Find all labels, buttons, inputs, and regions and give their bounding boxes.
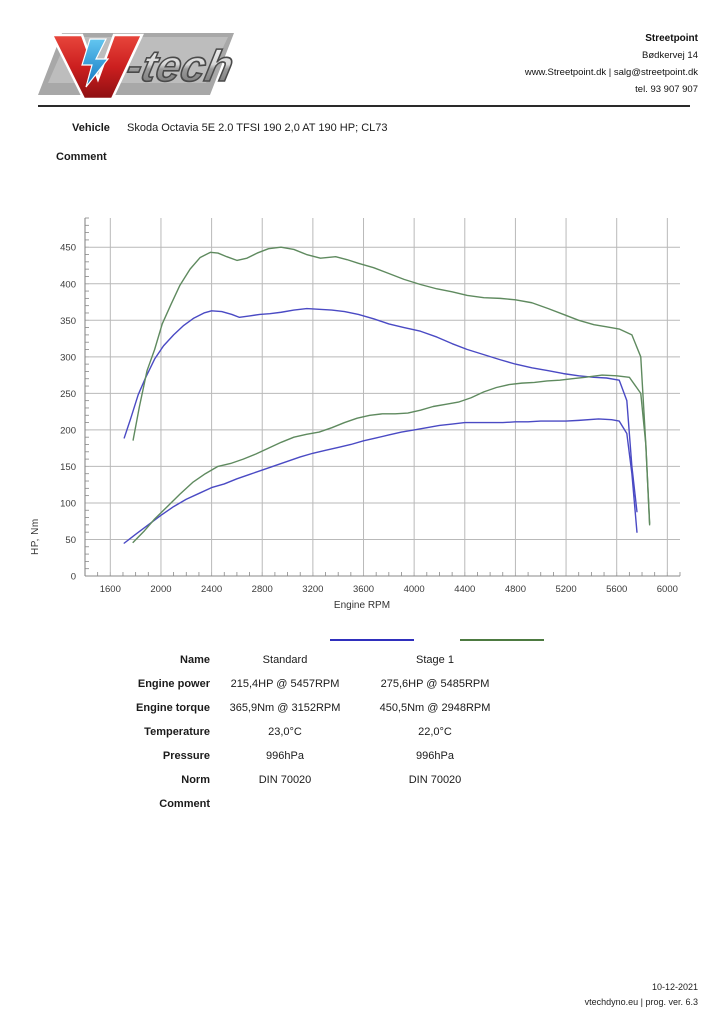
row-label: Comment <box>159 798 210 810</box>
company-contact-block: Streetpoint Bødkervej 14 www.Streetpoint… <box>525 30 698 98</box>
x-tick-label: 1600 <box>100 584 121 595</box>
cell-standard: DIN 70020 <box>258 774 312 786</box>
cell-standard: 365,9Nm @ 3152RPM <box>229 702 341 714</box>
y-tick-label: 400 <box>60 279 76 290</box>
y-tick-label: 0 <box>71 572 76 583</box>
x-tick-label: 3600 <box>353 584 374 595</box>
series-standard-power <box>123 418 638 544</box>
x-axis-label: Engine RPM <box>333 600 391 611</box>
cell-spacer <box>510 768 724 792</box>
x-tick-label: 4800 <box>505 584 526 595</box>
y-tick-label: 50 <box>65 535 76 546</box>
y-tick-label: 450 <box>60 243 76 254</box>
series-stage-1-power <box>132 374 651 544</box>
page-footer: 10-12-2021 vtechdyno.eu | prog. ver. 6.3 <box>585 980 698 1010</box>
results-table: Name Standard Stage 1 Engine power 215,4HP @… <box>0 648 724 816</box>
cell-spacer <box>510 672 724 696</box>
company-address: Bødkervej 14 <box>642 50 698 61</box>
x-tick-label: 2000 <box>150 584 171 595</box>
x-tick-label: 4400 <box>454 584 475 595</box>
vtech-logo: -tech <box>38 27 234 103</box>
cell-standard: 215,4HP @ 5457RPM <box>230 678 340 690</box>
table-row: Engine power 215,4HP @ 5457RPM 275,6HP @ 5… <box>0 672 724 696</box>
row-label: Temperature <box>144 726 210 738</box>
cell-spacer <box>510 648 724 672</box>
x-tick-label: 5200 <box>555 584 576 595</box>
footer-date: 10-12-2021 <box>651 982 698 992</box>
cell-spacer <box>510 720 724 744</box>
y-tick-label: 350 <box>60 316 76 327</box>
cell-standard: Standard <box>262 654 308 666</box>
y-tick-label: 150 <box>60 462 76 473</box>
chart-legend <box>0 636 724 652</box>
vehicle-row: Vehicle Skoda Octavia 5E 2.0 TFSI 190 2,… <box>0 122 724 138</box>
legend-swatch-stage-1 <box>460 639 544 641</box>
cell-standard: 996hPa <box>266 750 304 762</box>
table-row: Norm DIN 70020 DIN 70020 <box>0 768 724 792</box>
cell-standard <box>210 792 360 816</box>
y-tick-label: 200 <box>60 425 76 436</box>
row-label: Name <box>180 654 210 666</box>
table-row: Comment <box>0 792 724 816</box>
table-row: Pressure 996hPa 996hPa <box>0 744 724 768</box>
cell-stage1: 22,0°C <box>418 726 452 738</box>
x-tick-label: 2800 <box>252 584 273 595</box>
cell-stage1: 275,6HP @ 5485RPM <box>380 678 490 690</box>
company-phone: tel. 93 907 907 <box>635 84 698 95</box>
vehicle-value: Skoda Octavia 5E 2.0 TFSI 190 2,0 AT 190… <box>127 122 388 134</box>
series-standard-torque <box>123 307 638 513</box>
svg-text:-tech: -tech <box>122 42 234 90</box>
header-divider <box>38 105 690 107</box>
y-tick-label: 100 <box>60 498 76 509</box>
company-web-mail: www.Streetpoint.dk | salg@streetpoint.dk <box>524 67 698 78</box>
x-tick-label: 6000 <box>657 584 678 595</box>
cell-stage1 <box>360 792 510 816</box>
x-tick-label: 2400 <box>201 584 222 595</box>
row-label: Pressure <box>162 750 210 762</box>
dyno-chart: HP, Nm 1600 2000 2400 2800 3200 3600 4000 4400 4… <box>0 200 724 620</box>
table-row: Name Standard Stage 1 <box>0 648 724 672</box>
comment-heading: Comment <box>56 151 107 163</box>
table-row: Temperature 23,0°C 22,0°C <box>0 720 724 744</box>
cell-stage1: 996hPa <box>416 750 454 762</box>
row-label: Engine torque <box>136 702 210 714</box>
cell-spacer <box>510 696 724 720</box>
results-table-element: Name Standard Stage 1 Engine power 215,4HP @… <box>0 648 724 816</box>
vehicle-label: Vehicle <box>72 122 110 134</box>
cell-spacer <box>510 792 724 816</box>
cell-spacer <box>510 744 724 768</box>
legend-swatch-standard <box>330 639 414 641</box>
y-tick-label: 250 <box>60 389 76 400</box>
cell-stage1: 450,5Nm @ 2948RPM <box>379 702 491 714</box>
series-stage-1-torque <box>132 246 651 525</box>
company-name: Streetpoint <box>645 33 698 44</box>
row-label: Engine power <box>137 678 210 690</box>
chart-plot: 1600 2000 2400 2800 3200 3600 4000 4400 4800 5200… <box>60 217 681 595</box>
row-label: Norm <box>181 774 210 786</box>
page-header: -tech Streetpoint Bødkervej 14 www.Stree… <box>0 0 724 112</box>
cell-stage1: Stage 1 <box>416 654 454 666</box>
cell-stage1: DIN 70020 <box>408 774 462 786</box>
x-tick-label: 5600 <box>606 584 627 595</box>
x-tick-label: 3200 <box>302 584 323 595</box>
y-tick-label: 300 <box>60 352 76 363</box>
table-row: Engine torque 365,9Nm @ 3152RPM 450,5Nm @ … <box>0 696 724 720</box>
cell-standard: 23,0°C <box>268 726 302 738</box>
x-tick-label: 4000 <box>404 584 425 595</box>
footer-program: vtechdyno.eu | prog. ver. 6.3 <box>584 997 698 1007</box>
